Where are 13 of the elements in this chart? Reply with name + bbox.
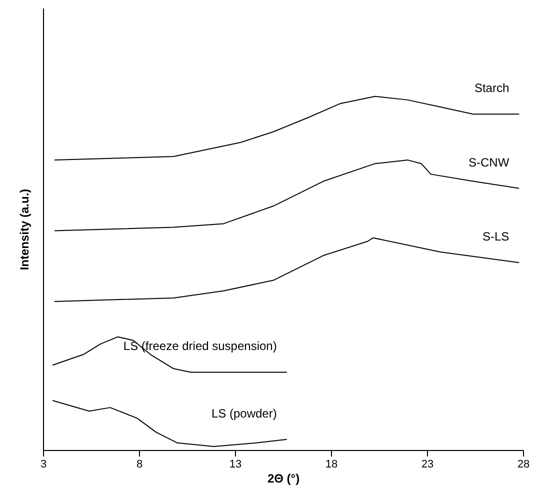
- x-tick-label: 18: [325, 458, 338, 470]
- x-tick-label: 13: [229, 458, 242, 470]
- x-tick-label: 23: [421, 458, 434, 470]
- x-axis-title: 2Θ (°): [267, 472, 300, 486]
- series-label: S-LS: [482, 230, 510, 244]
- series-label: S-CNW: [468, 155, 510, 170]
- series-label: LS (freeze dried suspension): [123, 339, 277, 354]
- series-label: Starch: [474, 81, 510, 96]
- series-label: LS (powder): [211, 406, 277, 420]
- x-tick-label: 3: [40, 458, 47, 470]
- y-axis-title: Intensity (a.u.): [18, 188, 32, 270]
- x-tick-label: 8: [136, 458, 143, 470]
- x-tick-label: 28: [517, 458, 530, 470]
